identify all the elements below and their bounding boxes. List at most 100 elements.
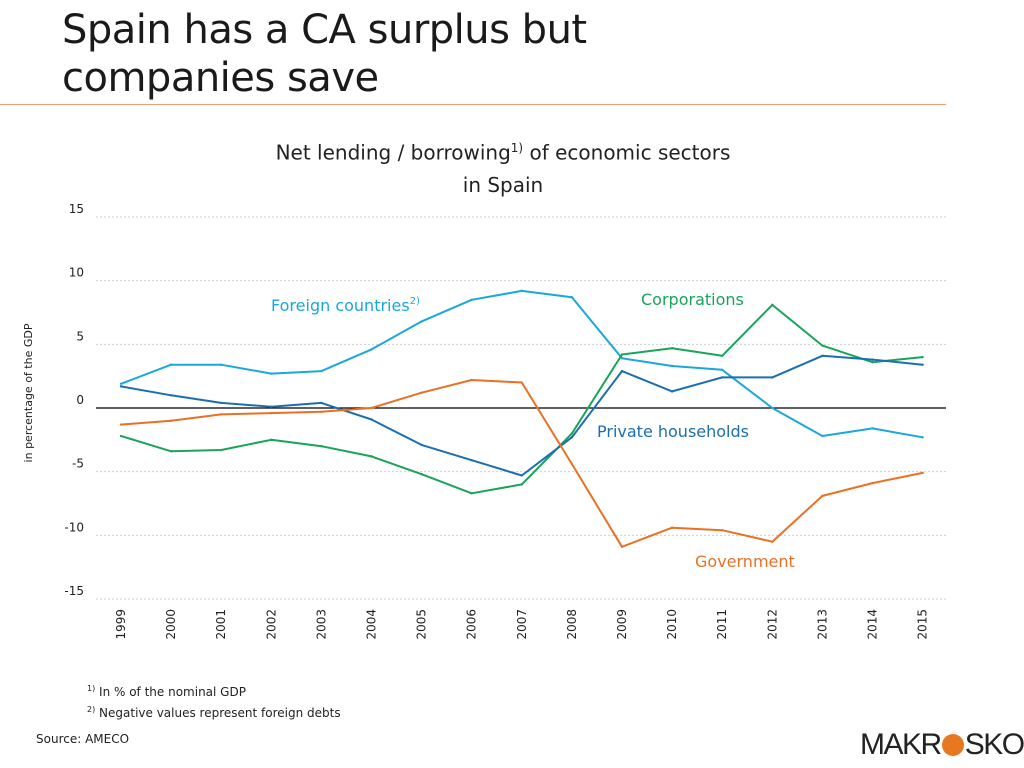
data-point-private-households bbox=[470, 459, 473, 462]
data-point-corporations bbox=[169, 450, 173, 453]
series-label-corporations: Corporations bbox=[641, 290, 744, 309]
data-point-government bbox=[320, 410, 323, 414]
data-point-foreign-countries bbox=[871, 427, 874, 430]
chart-title-suffix: of economic sectors bbox=[523, 140, 731, 165]
data-point-foreign-countries bbox=[620, 357, 624, 360]
y-tick-label: 10 bbox=[69, 266, 84, 280]
data-point-foreign-countries bbox=[771, 406, 774, 410]
data-point-government bbox=[670, 526, 674, 529]
series-line-corporations bbox=[120, 303, 923, 495]
y-tick-label: 5 bbox=[76, 329, 84, 343]
data-point-private-households bbox=[520, 474, 523, 477]
data-point-government bbox=[119, 423, 123, 426]
footnote-1-text: In % of the nominal GDP bbox=[95, 685, 246, 699]
chart-subtitle: in Spain bbox=[462, 172, 544, 197]
data-point-government bbox=[270, 411, 273, 415]
x-tick-label: 2000 bbox=[164, 609, 178, 640]
data-point-foreign-countries bbox=[721, 368, 724, 371]
data-point-government bbox=[721, 529, 724, 532]
footnote-2-text: Negative values represent foreign debts bbox=[95, 706, 341, 720]
data-point-government bbox=[921, 471, 924, 475]
y-tick-label: 15 bbox=[69, 202, 84, 216]
chart-title-text: Net lending / borrowing bbox=[275, 140, 511, 165]
chart-title: Net lending / borrowing1) of economic se… bbox=[248, 132, 758, 201]
x-tick-label: 2002 bbox=[264, 609, 278, 640]
y-axis-label: in percentage of the GDP bbox=[22, 323, 35, 462]
x-tick-label: 2011 bbox=[715, 609, 729, 640]
x-tick-label: 2012 bbox=[765, 609, 779, 640]
data-point-corporations bbox=[520, 483, 523, 486]
data-point-corporations bbox=[821, 344, 824, 347]
x-tick-label: 2007 bbox=[515, 609, 529, 640]
logo-text-right: SKOP bbox=[964, 728, 1024, 761]
data-point-foreign-countries bbox=[370, 348, 373, 351]
x-tick-label: 2005 bbox=[415, 609, 429, 640]
data-point-government bbox=[871, 481, 874, 485]
data-point-private-households bbox=[721, 376, 724, 379]
data-point-corporations bbox=[370, 455, 373, 458]
data-point-private-households bbox=[119, 385, 123, 388]
logo-o-mark bbox=[941, 734, 964, 756]
data-point-corporations bbox=[921, 355, 924, 359]
x-tick-label: 2001 bbox=[214, 609, 228, 640]
x-tick-label: 2006 bbox=[465, 609, 479, 640]
data-point-private-households bbox=[821, 354, 824, 357]
x-tick-label: 1999 bbox=[114, 609, 128, 640]
series-label-foreign-countries: Foreign countries2) bbox=[271, 296, 420, 315]
data-point-private-households bbox=[670, 390, 674, 393]
data-point-private-households bbox=[320, 401, 323, 405]
slide-title: Spain has a CA surplus but companies sav… bbox=[62, 7, 587, 101]
x-tick-label: 2009 bbox=[615, 609, 629, 640]
y-tick-label: -15 bbox=[64, 584, 84, 598]
data-point-foreign-countries bbox=[220, 363, 223, 366]
data-point-government bbox=[520, 381, 523, 384]
chart-title-footnote-mark: 1) bbox=[510, 141, 524, 155]
data-point-foreign-countries bbox=[320, 369, 323, 373]
footnotes: 1) In % of the nominal GDP 2) Negative v… bbox=[87, 680, 341, 722]
data-point-private-households bbox=[871, 358, 874, 361]
data-point-foreign-countries bbox=[570, 296, 574, 299]
data-point-private-households bbox=[420, 443, 423, 447]
y-tick-label: 0 bbox=[76, 393, 84, 407]
logo-text-left: MAKR bbox=[860, 728, 942, 761]
footnote-2: 2) Negative values represent foreign deb… bbox=[87, 701, 341, 722]
data-point-private-households bbox=[921, 363, 924, 366]
data-point-government bbox=[620, 545, 624, 548]
y-tick-label: -10 bbox=[64, 520, 84, 534]
data-point-corporations bbox=[670, 346, 674, 350]
footnote-1: 1) In % of the nominal GDP bbox=[87, 680, 341, 701]
data-point-corporations bbox=[420, 473, 423, 476]
data-point-foreign-countries bbox=[470, 298, 473, 301]
data-point-foreign-countries bbox=[169, 363, 173, 366]
data-point-corporations bbox=[220, 448, 223, 452]
x-tick-label: 2014 bbox=[866, 609, 880, 640]
data-point-foreign-countries bbox=[921, 436, 924, 439]
data-point-government bbox=[771, 540, 774, 543]
data-point-private-households bbox=[220, 401, 223, 405]
data-point-foreign-countries bbox=[821, 434, 824, 438]
footnote-1-mark: 1) bbox=[87, 684, 96, 693]
series-label-private-households: Private households bbox=[597, 422, 749, 441]
y-tick-label: -5 bbox=[72, 457, 84, 471]
data-point-government bbox=[821, 494, 824, 498]
title-divider bbox=[0, 104, 946, 105]
source-note: Source: AMECO bbox=[36, 732, 130, 746]
data-point-government bbox=[370, 406, 373, 410]
data-point-corporations bbox=[320, 445, 323, 448]
data-point-foreign-countries bbox=[270, 372, 273, 375]
data-point-foreign-countries bbox=[520, 289, 523, 293]
data-point-corporations bbox=[270, 438, 273, 442]
data-point-government bbox=[470, 378, 473, 382]
data-point-foreign-countries bbox=[670, 364, 674, 368]
x-tick-label: 2013 bbox=[815, 609, 829, 640]
x-tick-label: 2003 bbox=[314, 609, 328, 640]
data-point-government bbox=[420, 391, 423, 394]
data-point-corporations bbox=[620, 353, 624, 356]
data-point-private-households bbox=[620, 369, 624, 373]
data-point-corporations bbox=[871, 360, 874, 364]
data-point-foreign-countries bbox=[420, 320, 423, 323]
data-point-government bbox=[220, 413, 223, 416]
data-point-private-households bbox=[169, 394, 173, 397]
data-point-private-households bbox=[570, 436, 574, 439]
